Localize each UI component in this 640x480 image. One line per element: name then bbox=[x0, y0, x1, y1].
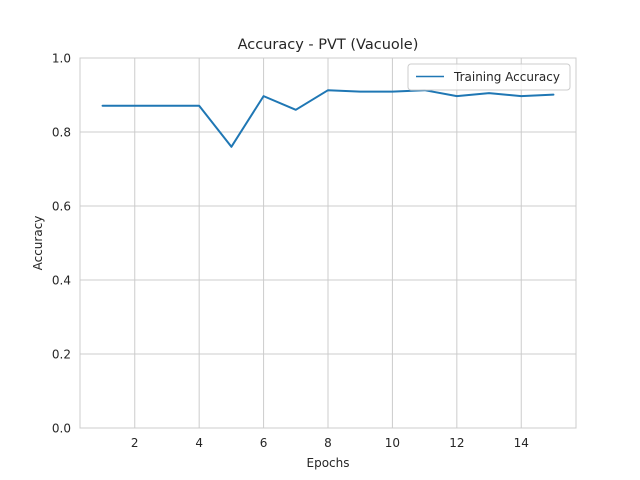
x-tick-label: 12 bbox=[449, 436, 464, 450]
x-tick-label: 4 bbox=[195, 436, 203, 450]
x-gridlines bbox=[134, 58, 522, 428]
x-tick-labels: 2 4 6 8 10 12 14 bbox=[131, 436, 529, 450]
series-layer bbox=[101, 89, 555, 148]
y-tick-label: 0.6 bbox=[52, 200, 71, 214]
series-line-training-accuracy bbox=[101, 89, 555, 148]
plot-frame bbox=[79, 57, 577, 429]
y-tick-label: 0.4 bbox=[52, 274, 71, 288]
chart-title: Accuracy - PVT (Vacuole) bbox=[238, 37, 419, 53]
y-axis-label: Accuracy bbox=[31, 216, 45, 271]
x-tick-label: 8 bbox=[324, 436, 332, 450]
y-tick-labels: 0.0 0.2 0.4 0.6 0.8 1.0 bbox=[52, 52, 71, 436]
x-axis-label: Epochs bbox=[307, 456, 350, 470]
y-tick-label: 0.8 bbox=[52, 126, 71, 140]
y-tick-label: 0.0 bbox=[52, 422, 71, 436]
x-tick-label: 14 bbox=[514, 436, 529, 450]
x-tick-label: 6 bbox=[260, 436, 268, 450]
legend-label: Training Accuracy bbox=[453, 70, 560, 84]
x-tick-label: 2 bbox=[131, 436, 139, 450]
y-tick-label: 0.2 bbox=[52, 348, 71, 362]
x-tick-label: 10 bbox=[385, 436, 400, 450]
legend-box bbox=[407, 63, 571, 91]
y-tick-label: 1.0 bbox=[52, 52, 71, 66]
legend: Training Accuracy bbox=[407, 63, 571, 91]
